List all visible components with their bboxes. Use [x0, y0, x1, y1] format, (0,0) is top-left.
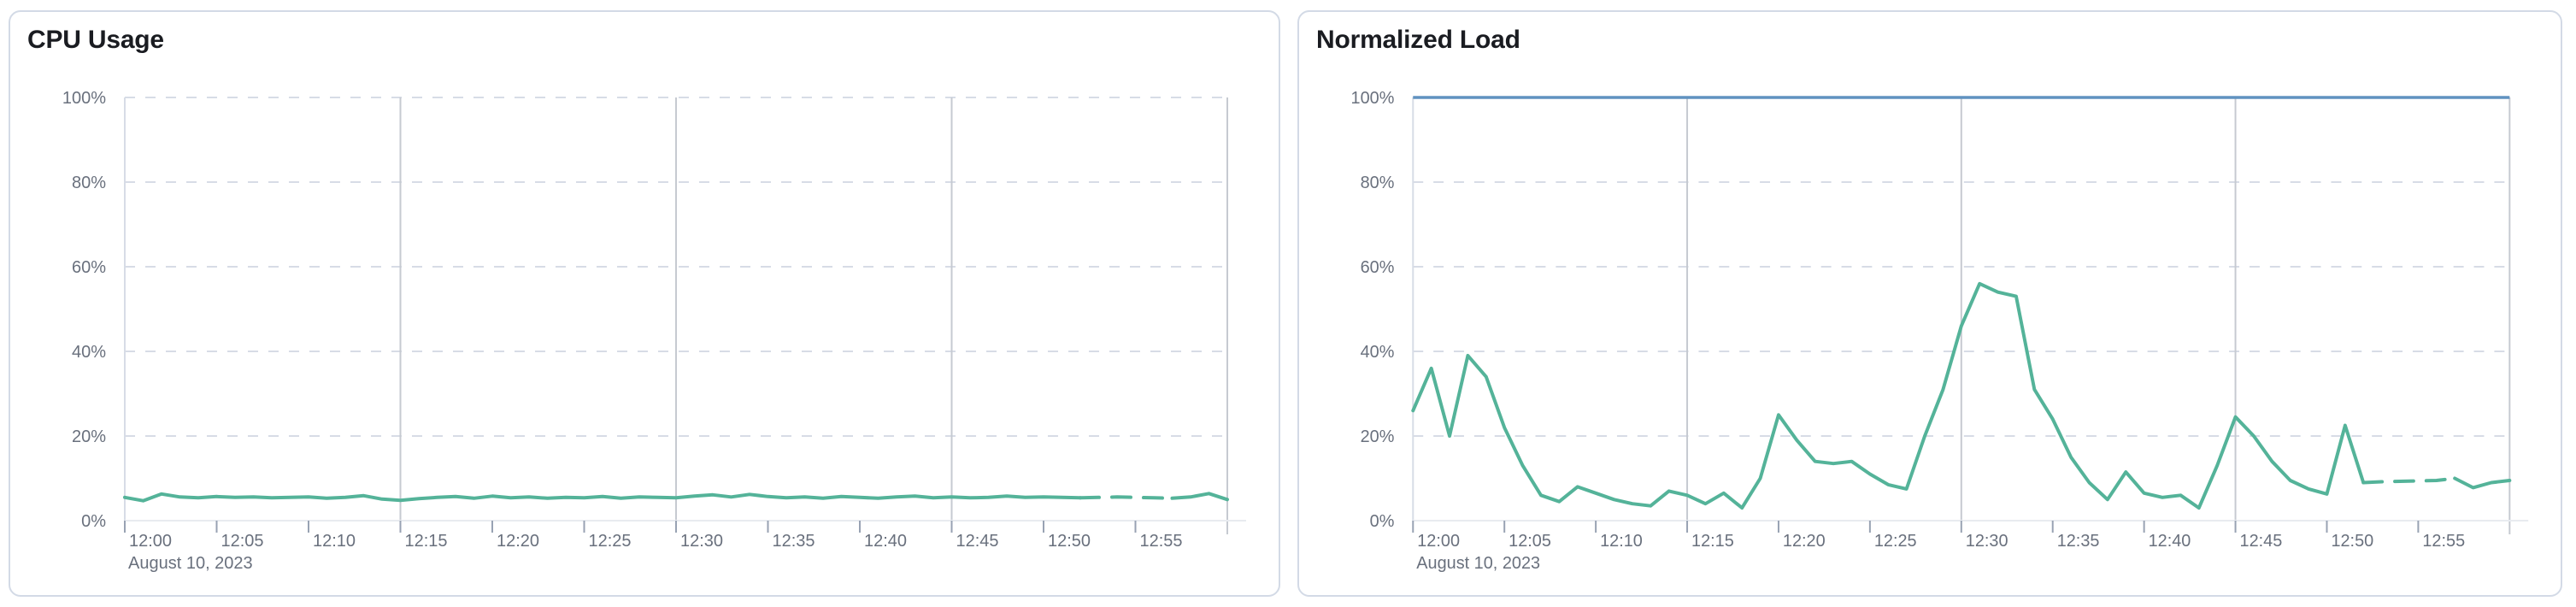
x-axis-date-label: August 10, 2023 [128, 554, 253, 573]
y-axis-label: 40% [1361, 343, 1395, 362]
cpu-usage-panel: CPU Usage 0% 20% 40% 60% 80% 100% 12:00 12:05 12… [9, 10, 1280, 597]
x-axis-label: 12:15 [405, 532, 448, 551]
y-axis-label: 80% [1361, 174, 1395, 192]
x-axis-label: 12:25 [589, 532, 632, 551]
x-axis-label: 12:40 [864, 532, 907, 551]
x-axis-label: 12:05 [1509, 532, 1551, 551]
y-axis-label: 0% [1370, 512, 1395, 531]
y-axis-label: 80% [72, 174, 106, 192]
x-axis-label: 12:10 [313, 532, 356, 551]
y-axis-label: 20% [72, 427, 106, 446]
x-axis-label: 12:25 [1874, 532, 1917, 551]
series-line-dashed [1079, 495, 1174, 500]
normalized-load-chart[interactable]: 0% 20% 40% 60% 80% 100% 12:00 12:05 12:10 12:15 12… [1299, 12, 2561, 595]
x-axis-label: 12:30 [1966, 532, 2008, 551]
x-axis-label: 12:50 [1048, 532, 1091, 551]
x-axis-label: 12:05 [221, 532, 264, 551]
x-axis-label: 12:20 [1783, 532, 1826, 551]
x-axis-date-label: August 10, 2023 [1416, 554, 1540, 573]
x-axis-label: 12:20 [497, 532, 539, 551]
y-axis-label: 100% [62, 89, 106, 108]
series-line [1411, 281, 2366, 510]
panel-title-normalized-load: Normalized Load [1316, 26, 1520, 54]
x-axis-label: 12:00 [1417, 532, 1460, 551]
x-axis-label: 12:30 [680, 532, 723, 551]
y-axis-label: 60% [72, 258, 106, 277]
x-axis-label: 12:35 [773, 532, 815, 551]
y-axis-label: 40% [72, 343, 106, 362]
normalized-load-panel: Normalized Load 0% 20% 40% 60% 80% 100% 12:00 1… [1297, 10, 2562, 597]
series-line-dashed [2361, 476, 2457, 485]
x-axis-label: 12:40 [2149, 532, 2191, 551]
x-axis-label: 12:00 [129, 532, 172, 551]
x-axis-label: 12:45 [956, 532, 999, 551]
cpu-usage-chart[interactable]: 0% 20% 40% 60% 80% 100% 12:00 12:05 12:10 12:15 12… [10, 12, 1279, 595]
y-axis-label: 60% [1361, 258, 1395, 277]
x-axis-label: 12:55 [2422, 532, 2465, 551]
y-axis-label: 0% [81, 512, 106, 531]
y-axis-label: 100% [1351, 89, 1395, 108]
x-axis-label: 12:15 [1691, 532, 1734, 551]
series-line [2453, 476, 2512, 490]
x-axis-label: 12:50 [2331, 532, 2373, 551]
x-axis-label: 12:35 [2057, 532, 2100, 551]
x-axis-label: 12:45 [2240, 532, 2283, 551]
series-line [123, 492, 1082, 503]
x-axis-label: 12:55 [1140, 532, 1183, 551]
series-line [1170, 492, 1229, 502]
y-axis-label: 20% [1361, 427, 1395, 446]
panel-title-cpu-usage: CPU Usage [27, 26, 164, 54]
x-axis-label: 12:10 [1600, 532, 1643, 551]
